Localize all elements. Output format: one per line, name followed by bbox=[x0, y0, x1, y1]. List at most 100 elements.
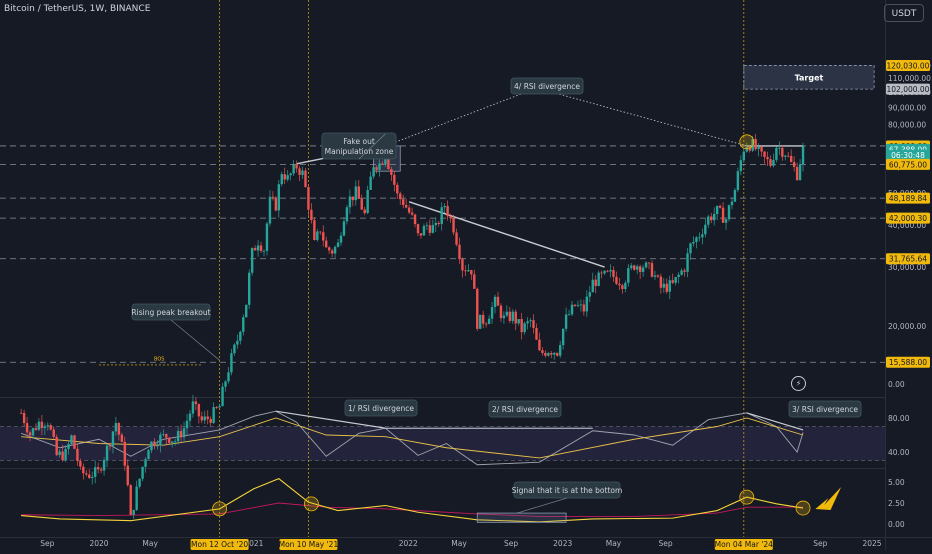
time-axis-label: May bbox=[606, 539, 622, 548]
candle-body bbox=[64, 448, 67, 461]
candle-body bbox=[591, 279, 594, 293]
candle-body bbox=[665, 283, 668, 292]
candle-body bbox=[369, 176, 372, 190]
time-axis-label: 2025 bbox=[862, 539, 881, 548]
candle-body bbox=[265, 223, 269, 251]
candle-body bbox=[635, 266, 639, 270]
candle-body bbox=[630, 265, 633, 269]
candle-body bbox=[443, 206, 446, 208]
candle-body bbox=[289, 173, 292, 176]
candle-body bbox=[354, 186, 358, 201]
callout-bottom-signal-pointer bbox=[516, 497, 568, 514]
candle-body bbox=[603, 270, 606, 274]
candle-body bbox=[194, 401, 198, 405]
candle-body bbox=[736, 171, 740, 191]
candle-body bbox=[55, 436, 58, 456]
candle-body bbox=[336, 242, 340, 247]
candle-body bbox=[612, 270, 615, 277]
candle-body bbox=[123, 441, 127, 466]
candle-body bbox=[576, 305, 580, 306]
candle-body bbox=[514, 311, 517, 324]
alert-icon[interactable]: ⚡ bbox=[791, 376, 806, 391]
candle-body bbox=[674, 277, 677, 283]
candle-body bbox=[96, 467, 100, 470]
candle-body bbox=[479, 314, 482, 329]
candle-body bbox=[102, 459, 106, 471]
candle-body bbox=[801, 146, 805, 165]
candle-body bbox=[242, 317, 245, 332]
time-axis-label: 2022 bbox=[399, 539, 418, 548]
candle-body bbox=[99, 469, 103, 471]
currency-button[interactable]: USDT bbox=[884, 4, 924, 22]
candle-body bbox=[464, 270, 467, 272]
candle-body bbox=[262, 250, 266, 252]
candle-body bbox=[550, 353, 553, 355]
candle-body bbox=[597, 272, 600, 286]
candle-body bbox=[449, 216, 452, 219]
arrow-icon bbox=[815, 487, 842, 510]
candle-body bbox=[730, 201, 734, 206]
candle-body bbox=[668, 280, 671, 292]
candle-body bbox=[715, 205, 719, 214]
candle-body bbox=[313, 220, 316, 240]
candle-body bbox=[304, 170, 307, 188]
candle-body bbox=[496, 296, 500, 306]
candle-body bbox=[114, 423, 118, 432]
candle-body bbox=[126, 465, 129, 486]
candle-body bbox=[325, 240, 328, 248]
candle-body bbox=[327, 247, 331, 251]
candle-body bbox=[650, 263, 654, 277]
rsi-line bbox=[20, 410, 804, 466]
candle-body bbox=[330, 250, 334, 254]
candle-body bbox=[677, 274, 680, 278]
candle-body bbox=[644, 262, 648, 268]
oscillator-axis-label: 0.00 bbox=[888, 520, 905, 529]
candle-body bbox=[766, 156, 769, 160]
candle-body bbox=[710, 216, 713, 221]
candle-body bbox=[467, 270, 470, 272]
oscillator-circle-marker bbox=[303, 496, 319, 512]
candle-body bbox=[283, 174, 286, 180]
date-highlight-label: Mon 12 Oct '20 bbox=[191, 540, 248, 549]
candle-body bbox=[384, 159, 387, 165]
candle-body bbox=[393, 174, 396, 185]
target-box bbox=[743, 65, 875, 90]
candle-body bbox=[570, 304, 574, 315]
callout-bottom-signal-text: Signal that it is at the bottom bbox=[512, 486, 623, 495]
price-tag bbox=[886, 149, 930, 161]
oscillator-circle-marker bbox=[795, 500, 811, 516]
candle-body bbox=[647, 262, 651, 264]
candle-body bbox=[292, 164, 295, 174]
candle-body bbox=[775, 147, 778, 160]
candle-body bbox=[378, 163, 381, 170]
candle-body bbox=[481, 314, 485, 324]
time-axis-label: Sep bbox=[658, 539, 672, 548]
candle-body bbox=[624, 282, 627, 290]
candle-body bbox=[798, 164, 802, 181]
candle-body bbox=[206, 416, 209, 420]
candle-body bbox=[245, 304, 248, 318]
candle-body bbox=[727, 205, 731, 220]
date-highlight-tag bbox=[714, 539, 773, 550]
candle-body bbox=[446, 206, 449, 217]
candle-body bbox=[419, 233, 423, 236]
date-highlight-tag bbox=[190, 539, 249, 550]
callout-rsi-divergence-4 bbox=[510, 77, 584, 95]
candle-body bbox=[538, 339, 541, 351]
candle-body bbox=[381, 163, 384, 165]
candle-body bbox=[508, 311, 512, 321]
candle-body bbox=[141, 466, 144, 479]
callout-fakeout-text: Fake out bbox=[343, 137, 375, 146]
rsi-divergence-line bbox=[275, 410, 386, 429]
candle-body bbox=[470, 270, 473, 275]
price-axis-label: 30,000.00 bbox=[888, 263, 926, 272]
price-axis-label: 0.00 bbox=[888, 380, 905, 389]
candle-body bbox=[440, 207, 443, 225]
candle-body bbox=[585, 296, 589, 312]
candle-body bbox=[120, 434, 124, 442]
target-box-label: Target bbox=[795, 73, 824, 82]
candle-body bbox=[322, 232, 325, 241]
candle-body bbox=[567, 314, 571, 316]
